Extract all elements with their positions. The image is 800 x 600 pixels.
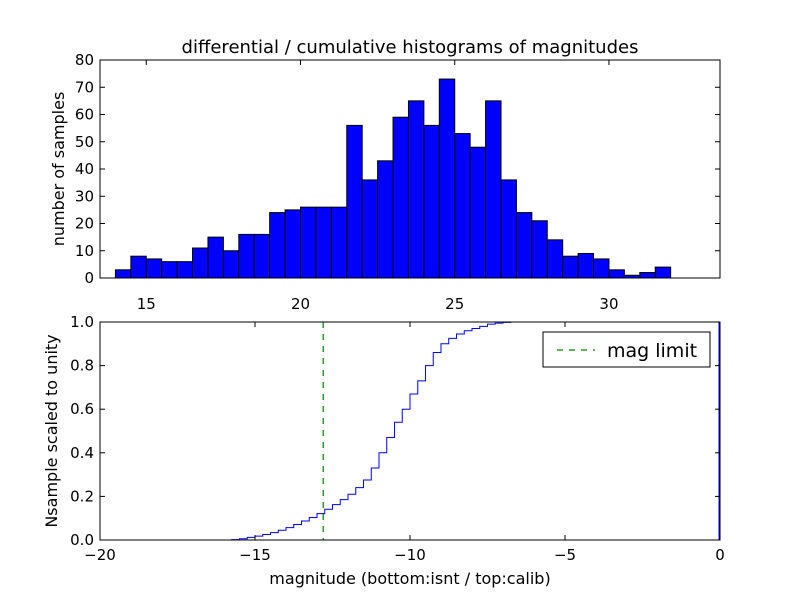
bottom-x-axis-label: magnitude (bottom:isnt / top:calib) [269, 569, 550, 588]
top-x-tick-label: 30 [599, 295, 618, 313]
histogram-bar [176, 261, 194, 279]
bottom-y-tick-label: 0.0 [70, 531, 94, 549]
top-axis-ticks: 0 10 20 30 40 50 60 70 80 15 20 25 30 [75, 51, 720, 313]
top-x-tick-label: 25 [445, 295, 464, 313]
bottom-x-tick-label: 0 [715, 546, 725, 564]
histogram-bar [284, 209, 301, 279]
bottom-y-tick-label: 0.2 [70, 487, 94, 505]
bottom-axis-ticks: 0.0 0.2 0.4 0.6 0.8 1.0 −20 −15 −10 −5 0 [70, 313, 725, 564]
histogram-bar [315, 206, 332, 279]
top-x-tick-label: 15 [137, 295, 156, 313]
histogram-bar [346, 124, 363, 279]
histogram-bar [330, 206, 348, 279]
histogram-bar [515, 212, 533, 279]
histogram-bar [469, 146, 487, 279]
histogram-bar [145, 258, 163, 279]
bottom-x-tick-label: −20 [84, 546, 116, 564]
top-y-tick-label: 20 [75, 215, 94, 233]
top-y-tick-label: 0 [84, 269, 94, 287]
histogram-bar [299, 206, 317, 279]
bottom-y-tick-label: 0.6 [70, 400, 94, 418]
histogram-bar [438, 78, 456, 279]
histogram-bar [192, 247, 209, 279]
histogram-bar [130, 255, 147, 279]
legend: mag limit [542, 331, 711, 368]
histogram-bar [161, 261, 178, 279]
histogram-bar [222, 250, 240, 279]
histogram-bar [593, 258, 610, 279]
bottom-y-tick-label: 1.0 [70, 313, 94, 331]
top-y-axis-label: number of samples [49, 92, 68, 247]
bottom-cumulative-panel: Nsample scaled to unity magnitude (botto… [42, 313, 725, 588]
histogram-bar [531, 220, 548, 279]
top-histogram-panel: differential / cumulative histograms of … [49, 37, 721, 313]
histogram-bar [392, 116, 409, 279]
bottom-y-axis-label: Nsample scaled to unity [42, 334, 61, 527]
histogram-bar [562, 255, 579, 279]
top-y-tick-label: 30 [75, 187, 94, 205]
histogram-bar [485, 100, 502, 279]
histogram-bar [577, 252, 595, 279]
top-x-tick-label: 20 [291, 295, 310, 313]
histogram-bar [269, 212, 286, 279]
histogram-bar [238, 233, 255, 279]
histogram-bar [454, 133, 471, 279]
top-y-tick-label: 70 [75, 78, 94, 96]
bottom-y-tick-label: 0.4 [70, 444, 94, 462]
histogram-bar [500, 179, 517, 279]
bottom-x-tick-label: −5 [554, 546, 576, 564]
histogram-bar [654, 266, 672, 279]
bottom-x-tick-label: −15 [239, 546, 271, 564]
top-y-tick-label: 50 [75, 133, 94, 151]
legend-label: mag limit [607, 340, 697, 362]
histogram-bar [546, 239, 564, 279]
histogram-bar [377, 160, 394, 279]
bottom-x-tick-label: −10 [394, 546, 426, 564]
top-y-tick-label: 40 [75, 160, 94, 178]
histogram-bar [361, 179, 379, 279]
histogram-bar [114, 269, 132, 279]
top-y-tick-label: 60 [75, 106, 94, 124]
histogram-bar [608, 269, 625, 279]
histogram-bar [639, 272, 656, 279]
top-y-tick-label: 10 [75, 242, 94, 260]
histogram-bar [423, 124, 440, 279]
chart-title: differential / cumulative histograms of … [182, 37, 639, 58]
top-y-tick-label: 80 [75, 51, 94, 69]
bottom-y-tick-label: 0.8 [70, 357, 94, 375]
histogram-bar [207, 236, 224, 279]
histogram-bar [407, 100, 425, 279]
histogram-bar [253, 233, 271, 279]
cumulative-step-line [100, 321, 720, 541]
